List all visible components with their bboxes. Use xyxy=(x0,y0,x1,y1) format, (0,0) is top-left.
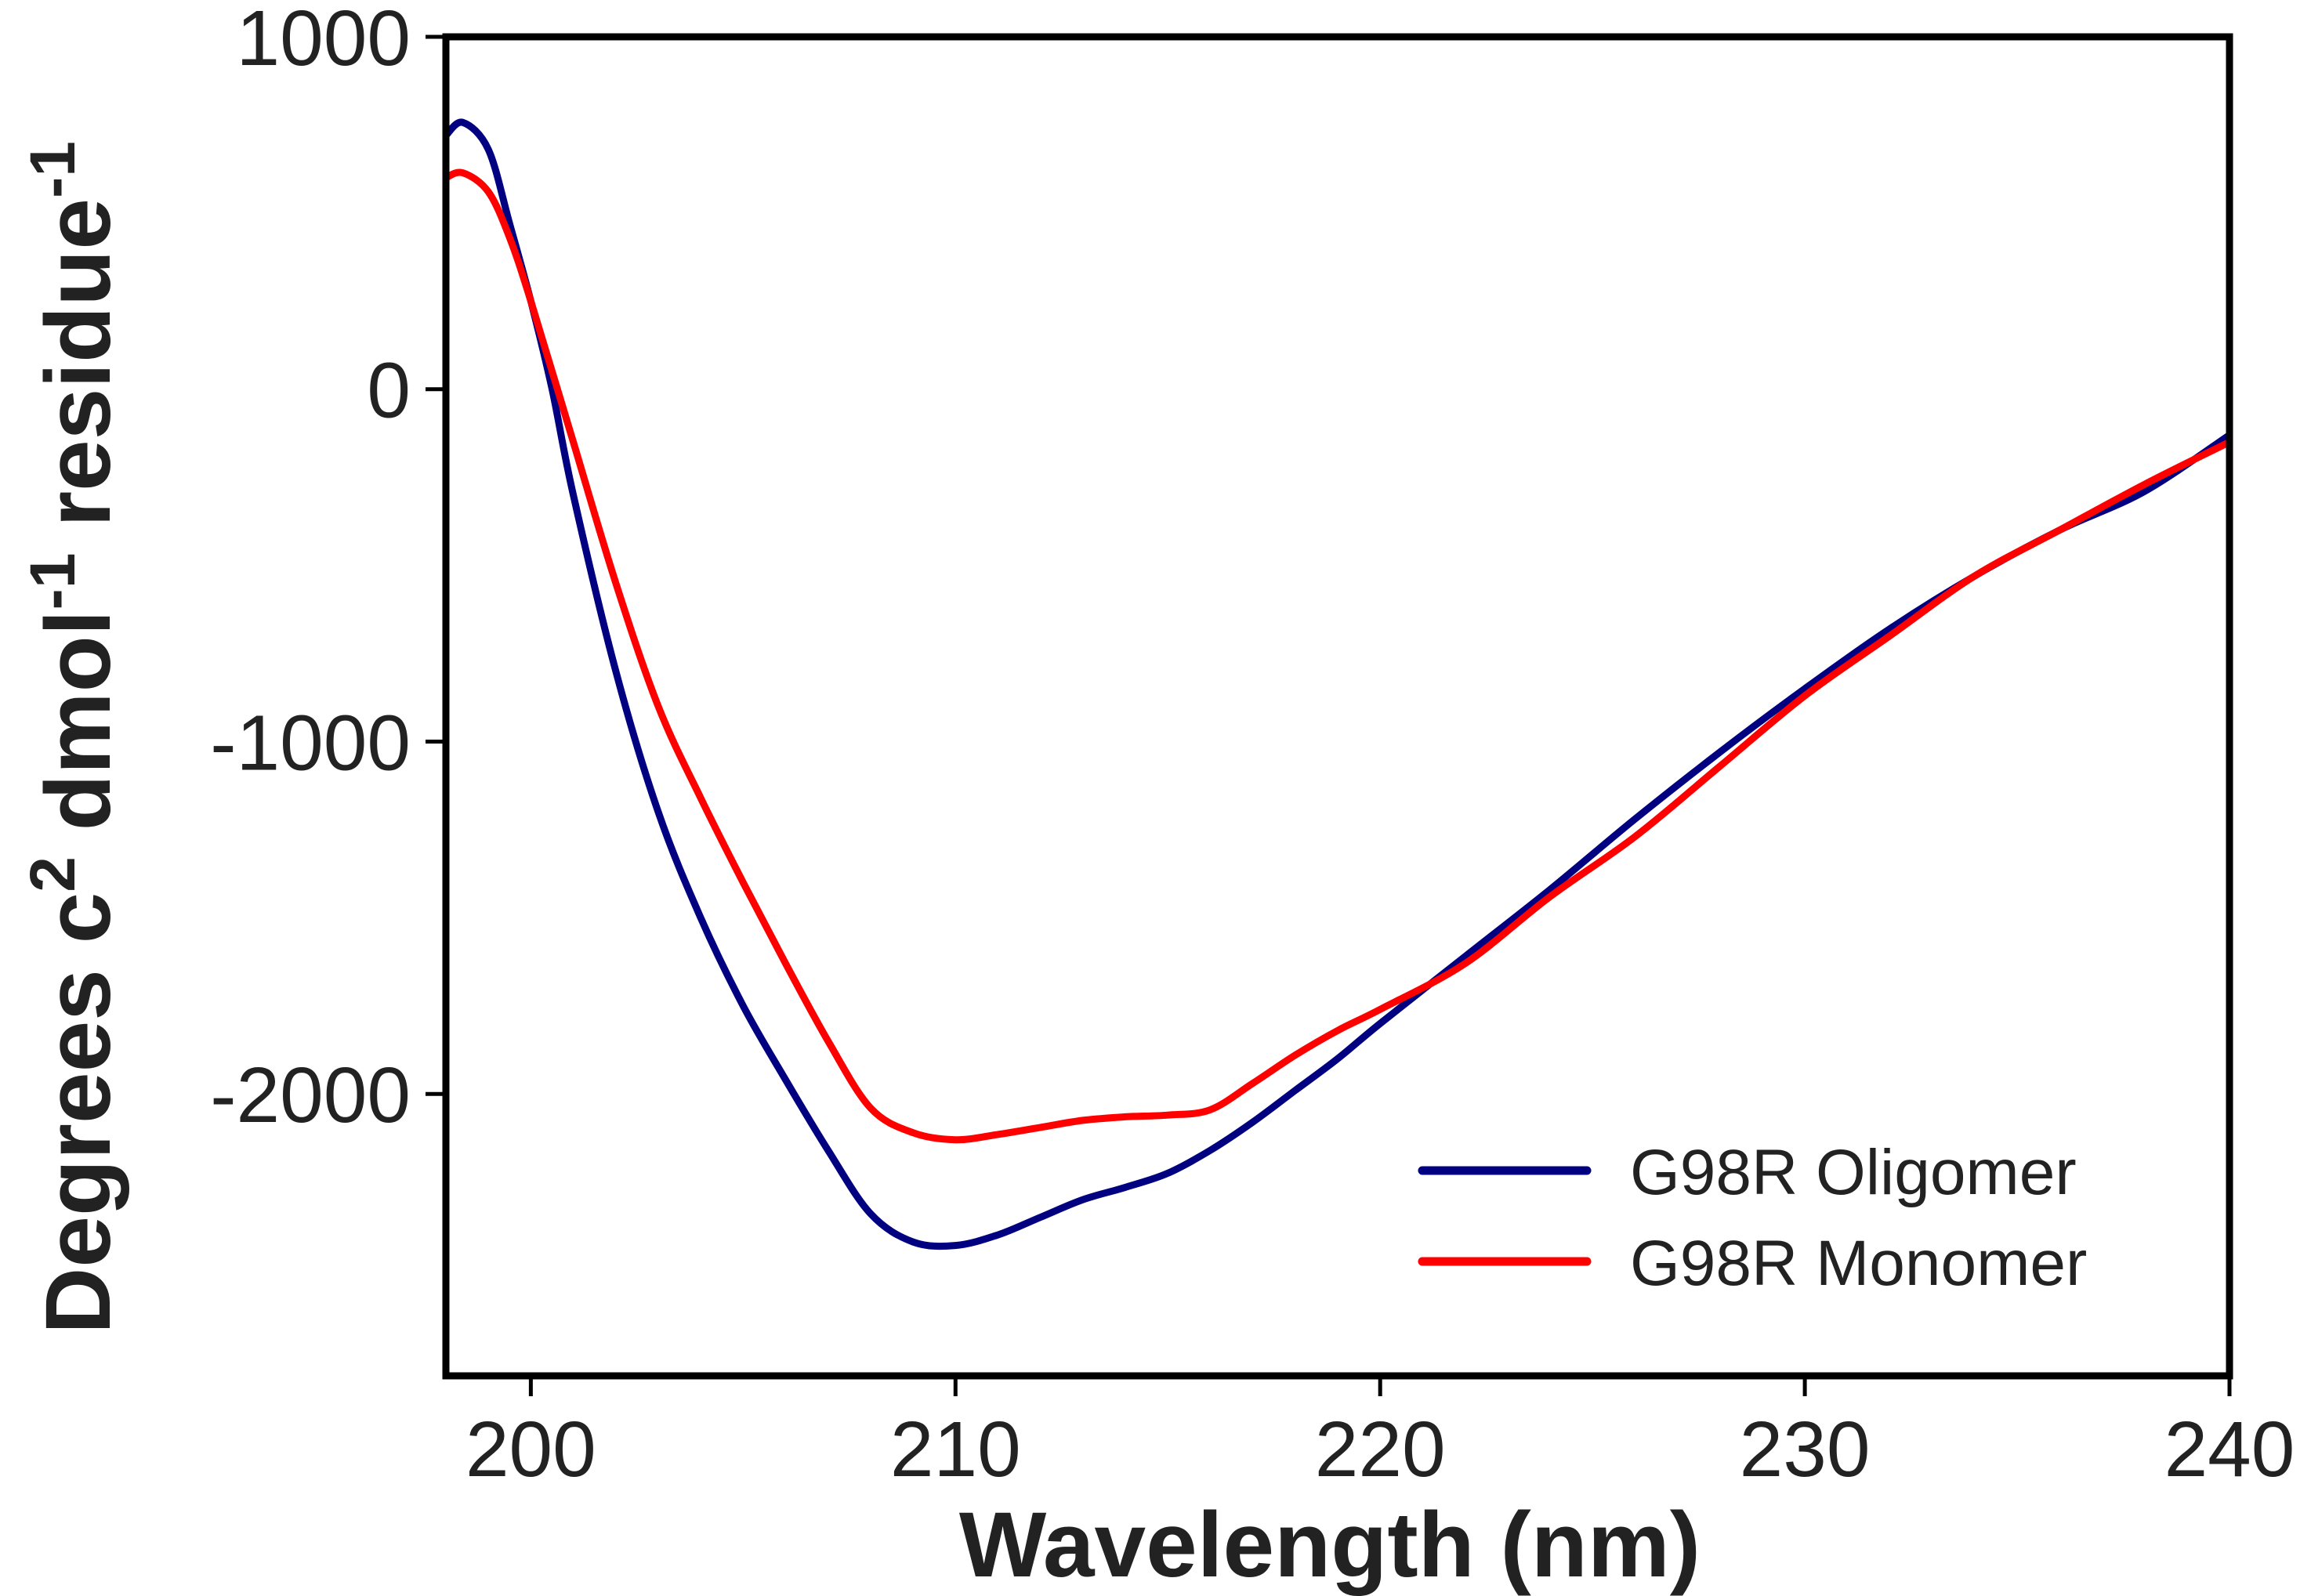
x-tick-label: 210 xyxy=(890,1406,1021,1493)
y-tick-label: 0 xyxy=(367,347,411,435)
y-axis-title-superscript: 2 xyxy=(17,856,89,892)
legend-label-oligomer: G98R Oligomer xyxy=(1630,1137,2077,1208)
x-tick-label: 220 xyxy=(1315,1406,1446,1493)
plot-lines xyxy=(443,118,2232,1250)
y-axis-title: Degrees c2 dmol-1 residue-1 xyxy=(17,141,130,1334)
y-tick-label: -1000 xyxy=(210,699,411,787)
plot-frame xyxy=(442,33,2233,1380)
x-axis-ticks: 200 210 220 230 240 xyxy=(465,1376,2295,1493)
y-axis-ticks: 1000 0 -1000 -2000 xyxy=(210,0,446,1139)
y-axis-title-part: dmol xyxy=(27,610,130,856)
y-tick-label: -2000 xyxy=(210,1051,411,1139)
legend: G98R Oligomer G98R Monomer xyxy=(1418,1137,2087,1299)
x-tick-label: 230 xyxy=(1740,1406,1871,1493)
y-axis-title-superscript: -1 xyxy=(17,553,89,610)
series-line-g98r-monomer xyxy=(444,168,2232,1144)
series-line-g98r-oligomer xyxy=(443,118,2232,1250)
x-tick-label: 200 xyxy=(465,1406,596,1493)
y-tick-label: 1000 xyxy=(237,0,411,82)
y-axis-title-part: residue xyxy=(27,198,130,553)
legend-label-monomer: G98R Monomer xyxy=(1630,1228,2087,1299)
y-axis-title-superscript: -1 xyxy=(17,141,89,198)
x-axis-title: Wavelength (nm) xyxy=(959,1493,1701,1596)
y-axis-title-part: Degrees c xyxy=(27,892,130,1334)
x-tick-label: 240 xyxy=(2164,1406,2295,1493)
